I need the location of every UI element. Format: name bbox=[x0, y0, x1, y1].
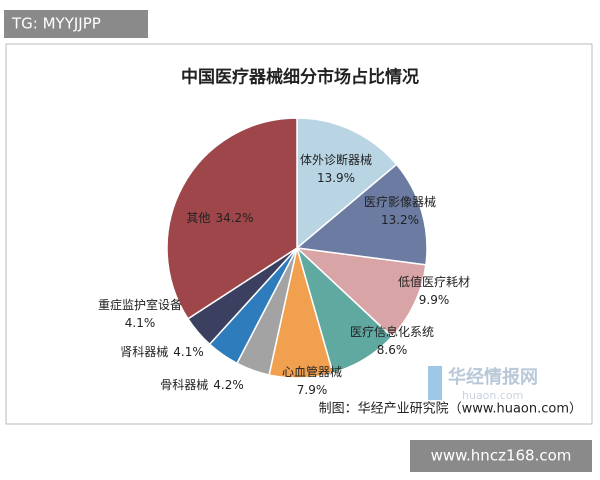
label-value: 34.2% bbox=[215, 211, 253, 225]
label-name: 医疗影像器械 bbox=[364, 194, 436, 209]
data-label: 骨科器械 4.2% bbox=[160, 377, 244, 392]
label-value: 13.2% bbox=[381, 213, 419, 227]
data-label: 医疗信息化系统 8.6% bbox=[350, 324, 434, 357]
data-label: 心血管器械 7.9% bbox=[282, 364, 342, 397]
label-name: 低值医疗耗材 bbox=[398, 274, 470, 289]
label-value: 4.1% bbox=[125, 316, 156, 330]
label-value: 4.2% bbox=[213, 378, 244, 392]
label-value: 4.1% bbox=[173, 345, 204, 359]
label-value: 13.9% bbox=[317, 171, 355, 185]
chart-title: 中国医疗器械细分市场占比情况 bbox=[181, 67, 419, 88]
source: 制图：华经产业研究院（www.huaon.com） bbox=[319, 402, 582, 417]
pie-slice bbox=[294, 246, 427, 338]
label-name: 体外诊断器械 bbox=[300, 152, 372, 167]
data-label: 肾科器械 4.1% bbox=[120, 344, 204, 359]
footer-box bbox=[410, 440, 592, 472]
pie-slice bbox=[296, 117, 398, 250]
logo-domain: huaon.com bbox=[462, 389, 523, 402]
label-value: 8.6% bbox=[377, 343, 408, 357]
label-value: 9.9% bbox=[419, 293, 450, 307]
data-label: 低值医疗耗材 9.9% bbox=[398, 274, 470, 307]
label-name: 重症监护室设备 bbox=[98, 297, 182, 312]
data-label: 体外诊断器械 13.9% bbox=[300, 152, 372, 185]
footer: www.hncz168.com bbox=[431, 447, 572, 465]
label-value: 7.9% bbox=[297, 383, 328, 397]
data-label: 其他 34.2% bbox=[186, 211, 253, 225]
label-name: 医疗信息化系统 bbox=[350, 324, 434, 339]
data-label: 重症监护室设备 4.1% bbox=[98, 297, 182, 330]
watermark: TG: MYYJJPP bbox=[11, 15, 101, 33]
pie-slice bbox=[295, 163, 428, 266]
label-name: 肾科器械 bbox=[120, 344, 168, 359]
watermark-box bbox=[4, 10, 148, 38]
logo-icon bbox=[428, 366, 442, 400]
label-name: 骨科器械 bbox=[160, 377, 208, 392]
data-label: 医疗影像器械 13.2% bbox=[364, 194, 436, 227]
pie-slice bbox=[166, 117, 298, 320]
logo-name: 华经情报网 bbox=[448, 366, 538, 388]
pie: 体外诊断器械 13.9% 医疗影像器械 13.2% 低值医疗耗材 9.9% 医疗信息化系统 8… bbox=[98, 117, 470, 397]
label-name: 其他 bbox=[186, 211, 210, 225]
label-name: 心血管器械 bbox=[282, 364, 342, 379]
